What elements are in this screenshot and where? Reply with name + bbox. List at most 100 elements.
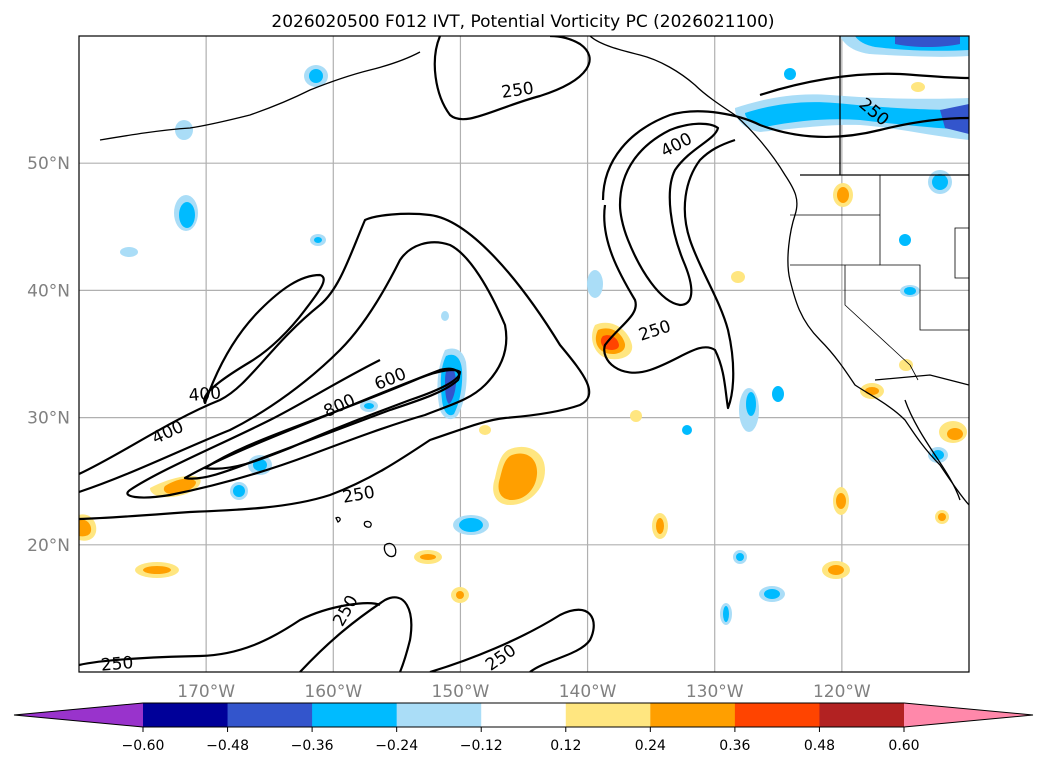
state-borders <box>790 175 969 381</box>
colorbar-tick-label: 0.60 <box>888 738 919 754</box>
ivt-contour-400-west <box>79 241 508 499</box>
pv-warm-small-i-core <box>456 591 464 599</box>
lat-tick-label: 20°N <box>27 536 70 556</box>
ivt-contour-label: 400 <box>188 383 222 406</box>
ivt-contour-600 <box>183 367 461 480</box>
map-frame <box>78 35 970 673</box>
ivt-contour-250-east <box>603 138 736 410</box>
pv-warm-small-l <box>731 271 745 283</box>
colorbar-boxes <box>143 703 905 727</box>
colorbar-box <box>565 703 651 727</box>
pv-cold-small-r <box>899 234 911 246</box>
ivt-contour-250-north <box>433 36 591 121</box>
figure-title: 2026020500 F012 IVT, Potential Vorticity… <box>271 12 774 32</box>
coast-baja <box>904 399 961 501</box>
pv-cold-small-a-core <box>459 518 483 532</box>
pv-warm-small-m <box>911 82 925 92</box>
ivt-contour-250-northeast <box>601 110 969 201</box>
colorbar-tick-label: −0.24 <box>375 738 418 754</box>
lat-tick-label: 50°N <box>27 154 70 174</box>
ivt-contour-250-southcentral <box>429 608 595 672</box>
pv-cold-small-p-core <box>736 553 744 561</box>
pv-cold-small-l-core <box>364 403 374 409</box>
colorbar-tick-label: −0.12 <box>460 738 503 754</box>
pv-cold-small-o <box>587 270 603 298</box>
colorbar-box <box>650 703 736 727</box>
lon-tick-label: 140°W <box>559 682 617 702</box>
ivt-contour-250-west-outer <box>79 212 591 521</box>
latitude-tick-labels: 50°N 40°N 30°N 20°N <box>27 154 70 556</box>
pv-cold-small-m <box>175 120 193 140</box>
lon-tick-label: 150°W <box>432 682 490 702</box>
colorbar-box <box>227 703 313 727</box>
pv-cold-small-t <box>772 386 784 402</box>
colorbar-tick-label: 0.24 <box>635 738 666 754</box>
pv-warm-147w-core <box>498 453 538 500</box>
border-us-mexico <box>874 374 969 386</box>
pv-top-right-dark <box>895 36 960 47</box>
colorbar-tick-label: 0.12 <box>550 738 581 754</box>
coast-aleutians <box>99 51 421 141</box>
colorbar: −0.60 −0.48 −0.36 −0.24 −0.12 0.12 0.24 0.36 0.4… <box>13 702 1034 754</box>
colorbar-box <box>734 703 820 727</box>
pv-warm-small-k <box>630 410 642 422</box>
pv-cold-small-d-core <box>932 174 948 190</box>
pv-cold-small-h-core <box>764 589 780 599</box>
pv-warm-small-o <box>479 425 491 435</box>
ivt-contour-label: 250 <box>500 79 535 103</box>
border-wy <box>954 227 969 279</box>
lon-tick-label: 120°W <box>813 682 871 702</box>
pv-cold-small-e-core <box>746 392 756 416</box>
coast-alaska-south <box>589 36 969 506</box>
coastlines <box>99 36 969 558</box>
pv-warm-small-e-core <box>656 518 664 534</box>
pv-cold-small-g-core <box>233 485 245 497</box>
ivt-contour-250-south <box>299 596 413 672</box>
colorbar-box <box>312 703 398 727</box>
ivt-contour-250-northeast-upper <box>759 72 969 97</box>
border-ca-az <box>909 364 919 381</box>
ivt-contour-label: 250 <box>100 653 134 676</box>
ivt-contour-400-inner <box>203 273 325 405</box>
pv-cold-small-f-core <box>253 459 267 471</box>
lon-tick-label: 130°W <box>686 682 744 702</box>
colorbar-tick-label: 0.36 <box>719 738 750 754</box>
pv-cold-small-i-core <box>723 606 729 622</box>
lat-tick-label: 30°N <box>27 409 70 429</box>
colorbar-tick-label: −0.60 <box>122 738 165 754</box>
pv-cold-small-b-core <box>179 202 195 228</box>
lon-tick-label: 170°W <box>177 682 235 702</box>
colorbar-tick-label: −0.48 <box>206 738 249 754</box>
pv-cold-small-v <box>441 311 449 321</box>
longitude-tick-labels: 170°W 160°W 150°W 140°W 130°W 120°W <box>177 682 871 702</box>
ivt-contour-400-northeast <box>618 122 720 307</box>
pv-warm-small-a-core <box>143 566 171 574</box>
pv-warm-small-b-core <box>420 554 436 560</box>
pv-warm-small-g-core <box>865 387 879 395</box>
colorbar-tick-label: −0.36 <box>291 738 334 754</box>
border-ca-nv <box>844 265 911 366</box>
map-content <box>79 36 969 672</box>
colorbar-over-triangle <box>904 703 1033 727</box>
colorbar-outline <box>13 702 1034 728</box>
lon-tick-label: 160°W <box>304 682 362 702</box>
pv-cold-small-n-core <box>314 237 322 243</box>
coast-hawaii-a <box>383 542 397 558</box>
coast-hawaii-b <box>363 520 372 528</box>
colorbar-tick-labels: −0.60 −0.48 −0.36 −0.24 −0.12 0.12 0.24 0.36 0.4… <box>122 727 920 754</box>
pv-cold-small-q <box>784 68 796 80</box>
pv-cold-small-j-core <box>904 287 916 295</box>
pv-cold-small-k-core <box>932 450 944 460</box>
colorbar-box <box>481 703 567 727</box>
pv-warm-small-f-core <box>837 187 849 203</box>
colorbar-under-triangle <box>14 703 143 727</box>
pv-warm-small-c-core <box>828 565 844 575</box>
lat-tick-label: 40°N <box>27 281 70 301</box>
colorbar-box <box>819 703 905 727</box>
colorbar-box <box>396 703 482 727</box>
ivt-contours <box>79 36 969 672</box>
pv-cold-small-s <box>120 247 138 257</box>
pv-warm-180w-core <box>79 519 92 537</box>
colorbar-tick-label: 0.48 <box>804 738 835 754</box>
